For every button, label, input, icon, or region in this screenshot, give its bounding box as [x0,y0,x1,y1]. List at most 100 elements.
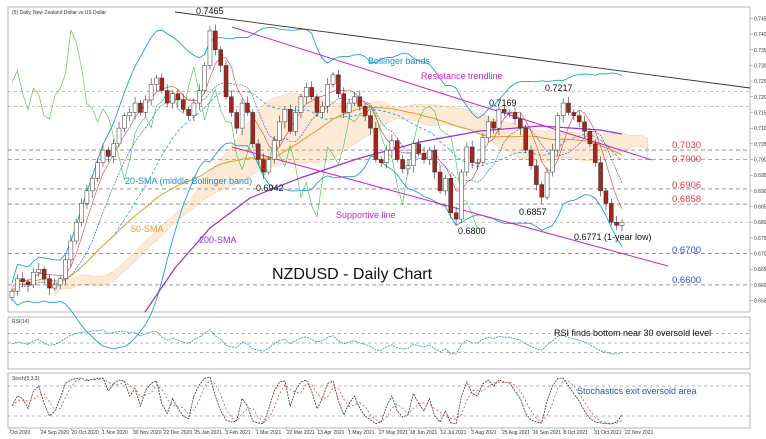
candle-bearish [41,268,47,279]
candle-bullish [496,109,502,129]
y-tick-label: 0.6600 [754,283,766,289]
point-label-0.7217: 0.7217 [545,83,573,93]
candle-bullish [550,149,555,173]
candle-bearish [287,109,293,132]
candle-bearish [416,143,421,154]
candle-bullish [122,115,127,129]
x-tick-label: 31 Oct 2021 [594,430,621,436]
candle-bullish [282,109,288,123]
x-tick-label: Oct 2020 [10,430,31,436]
candle-bullish [154,77,159,85]
x-tick-label: 25 Jan 2021 [195,430,223,436]
candle-bullish [73,221,79,242]
long-term-resistance-line [174,11,751,89]
candle-bearish [571,112,577,116]
candle-bearish [400,159,405,170]
candle-bullish [320,105,325,113]
candle-bullish [132,102,138,113]
candle-bullish [555,115,561,151]
ichimoku-cloud [54,93,648,297]
candle-bullish [84,190,90,204]
candle-bearish [20,278,25,283]
candle-bullish [239,102,245,129]
candle-bullish [293,112,298,132]
point-label-0.7169: 0.7169 [489,98,517,108]
x-tick-label: 1 May 2021 [348,430,374,436]
sma20-label: 20-SMA (middle Bollinger band) [125,176,252,186]
x-tick-label: 13 Apr 2021 [318,430,345,436]
candle-bullish [95,162,100,179]
candle-bearish [25,281,31,286]
level-label-0.6700: 0.6700 [672,245,701,256]
candle-bearish [614,221,619,226]
stochastic-panel-label: Stoch(5,3,3) [12,376,40,382]
candle-bullish [57,278,63,286]
candle-bearish [512,112,518,119]
candle-bullish [459,171,464,220]
candle-bearish [437,171,443,192]
candle-bullish [411,143,416,167]
point-label-0.6800: 0.6800 [458,226,486,236]
candle-bullish [475,162,480,164]
candle-bearish [534,165,539,185]
x-tick-label: 25 Aug 2021 [502,430,530,436]
candle-bearish [587,131,593,145]
candle-bearish [491,121,496,129]
candle-bullish [9,290,15,298]
candle-bullish [464,146,470,173]
candle-bearish [566,102,571,113]
bollinger-upper-line [11,26,623,284]
candle-bearish [47,278,52,289]
candle-bullish [330,74,336,85]
candle-bearish [250,112,256,145]
candle-bearish [539,184,545,198]
point-label-0.6942: 0.6942 [256,183,284,193]
sma50-label: 50-SMA [131,224,164,234]
candle-bullish [111,143,116,157]
candle-bullish [191,102,197,116]
x-tick-label: 3 Feb 2021 [225,430,251,436]
sma200-label: 200-SMA [199,235,237,245]
candle-bearish [378,159,384,163]
x-tick-label: 12 Jul 2021 [441,430,467,436]
candle-bearish [592,143,598,163]
x-tick-label: 22 Mar 2021 [287,430,315,436]
candle-bullish [480,137,486,163]
candle-bearish [582,121,587,132]
x-tick-label: 22 Dec 2020 [164,430,193,436]
candle-bullish [68,240,74,261]
candle-bearish [609,203,614,223]
candle-bullish [15,278,20,292]
y-tick-label: 0.6700 [754,252,766,258]
rsi-panel-label: RSI(14) [12,319,30,325]
candle-bullish [36,268,42,273]
candle-bearish [261,159,266,173]
candle-bullish [384,149,389,163]
candle-bullish [277,121,282,141]
candle-bearish [138,102,143,113]
x-tick-label: 3 Aug 2021 [471,430,497,436]
candle-bullish [170,93,175,104]
y-tick-label: 0.6550 [754,299,766,305]
candle-bullish [127,112,132,116]
candle-bearish [106,149,111,157]
candle-bearish [164,90,170,104]
bollinger-bands-label: Bollinger bands [368,56,431,66]
candle-bearish [603,190,609,204]
candle-bullish [202,65,207,91]
candle-bullish [100,149,106,163]
candle-bullish [485,121,491,138]
candle-bearish [357,96,363,107]
x-tick-label: 1 Nov 2020 [102,430,128,436]
candle-bearish [518,118,523,129]
